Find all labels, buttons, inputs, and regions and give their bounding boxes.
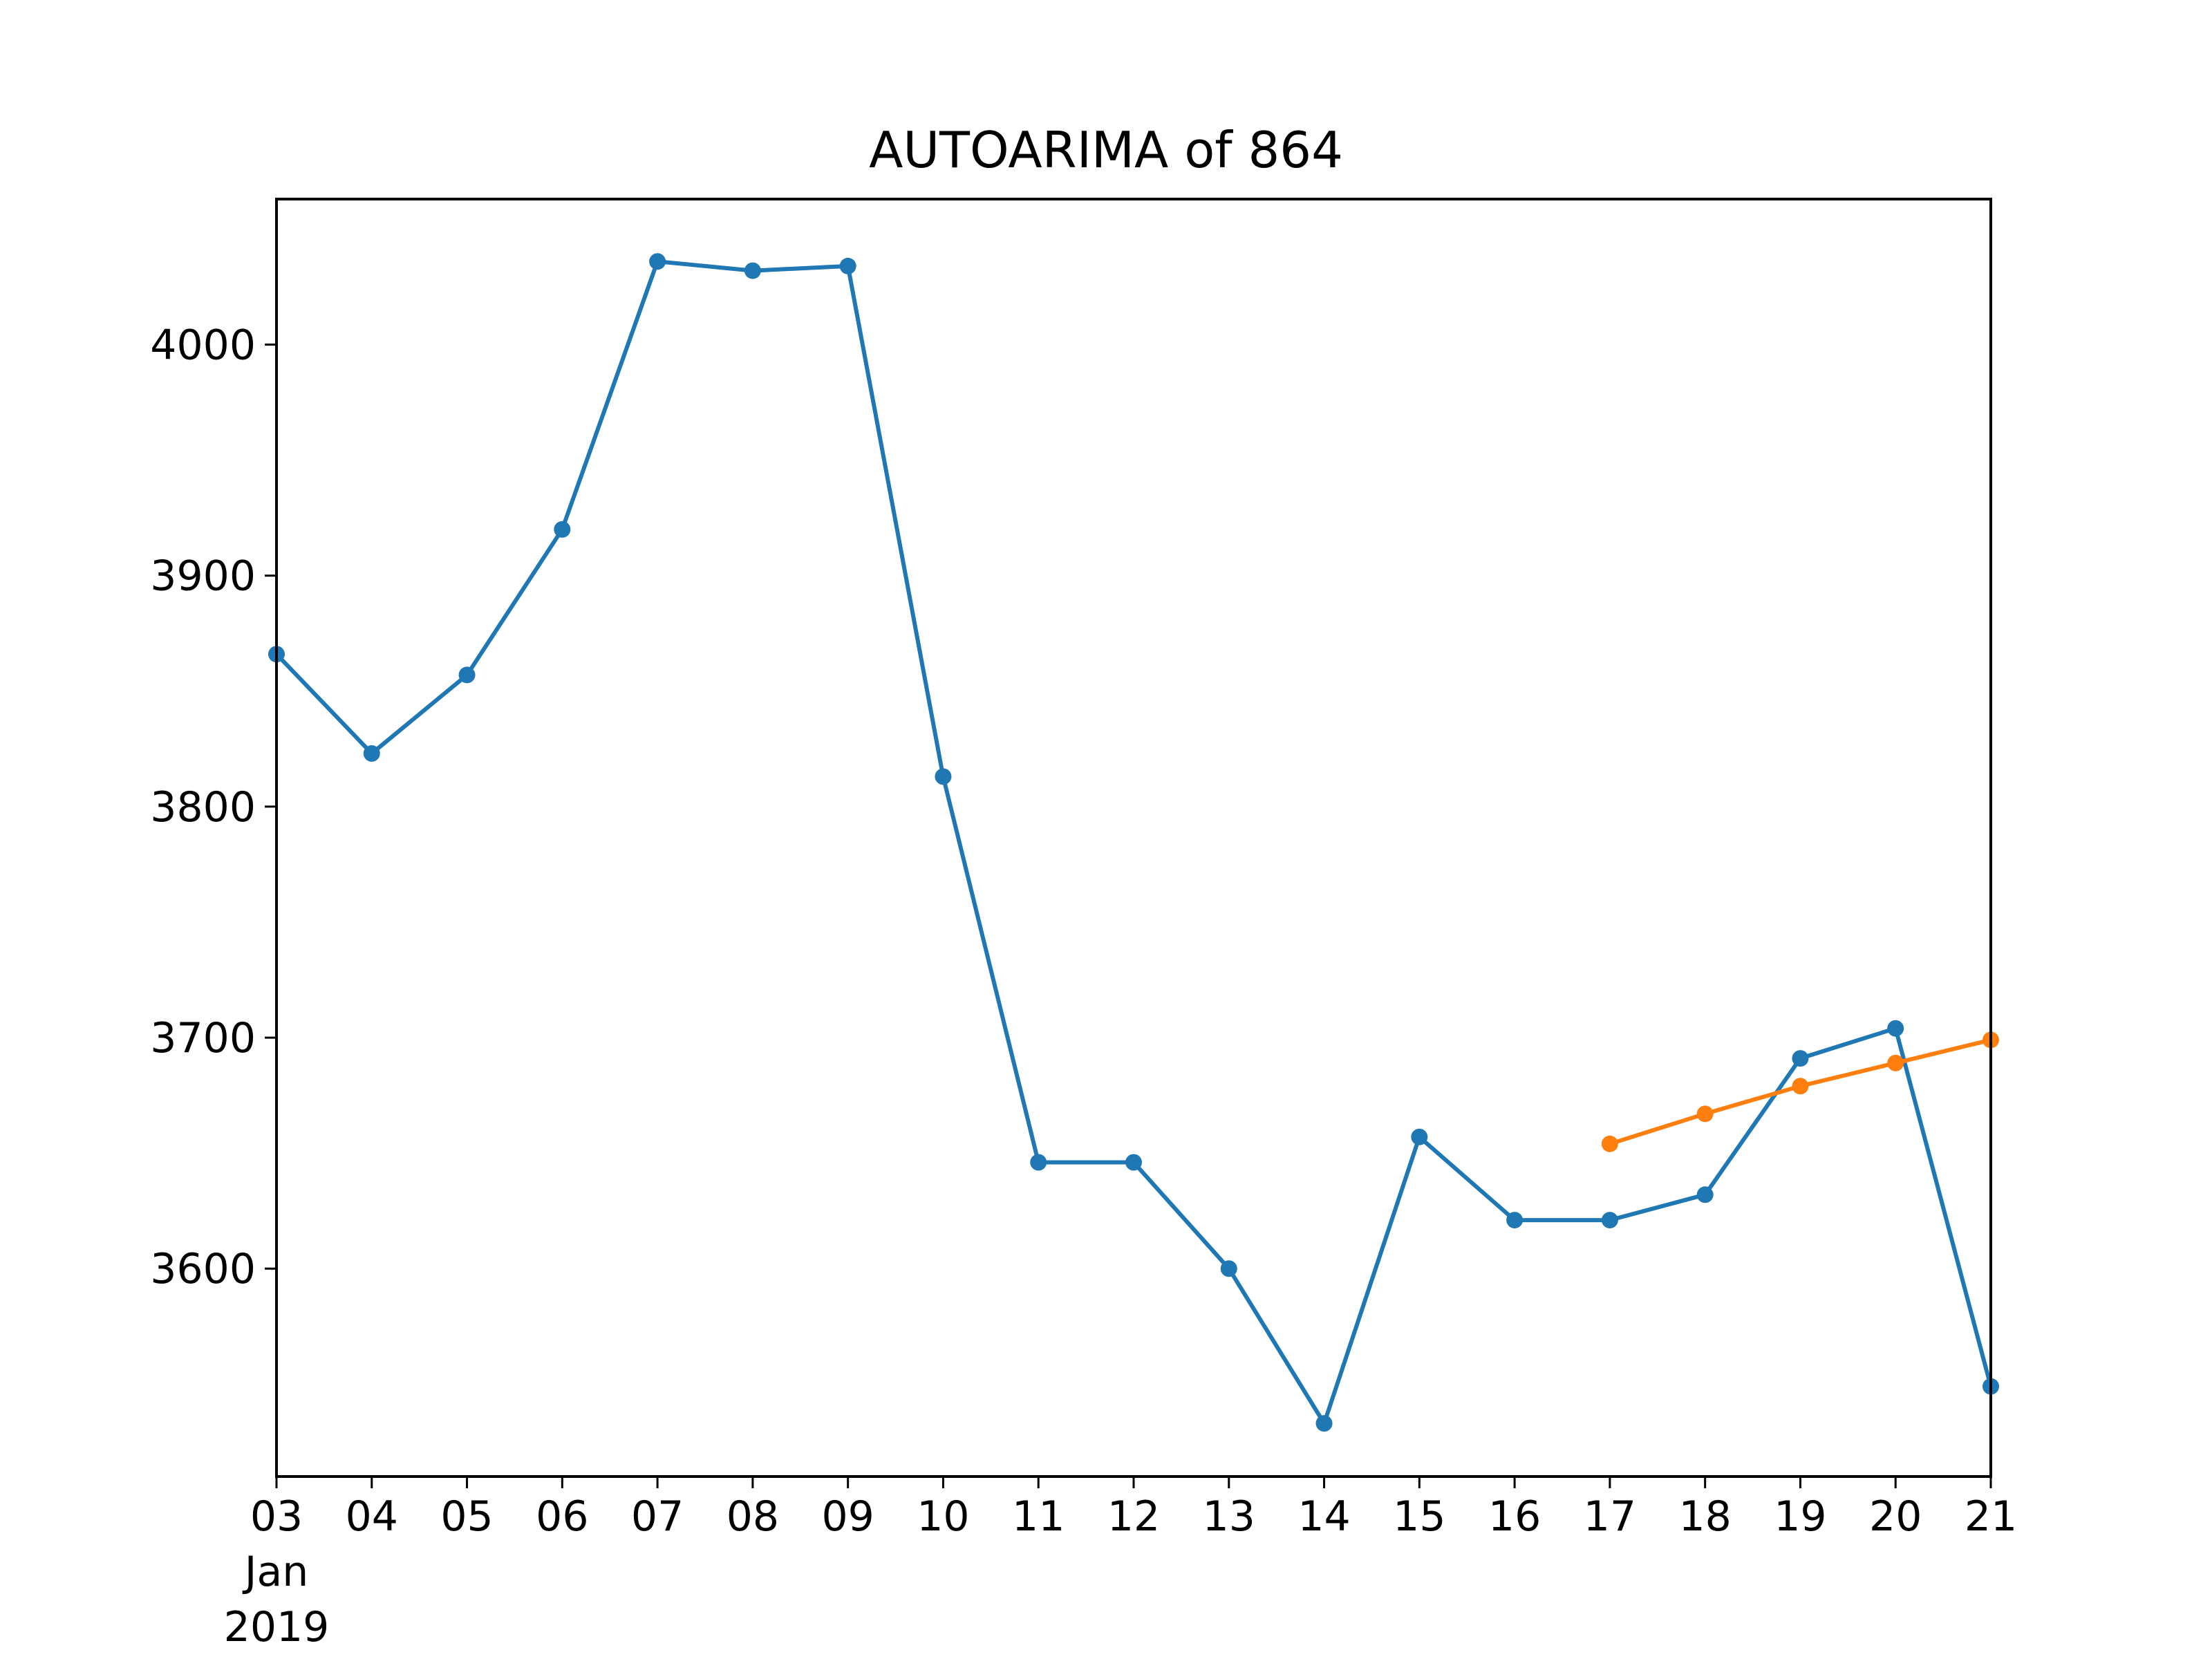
data-point xyxy=(744,262,761,279)
data-point xyxy=(1506,1212,1524,1229)
series-1 xyxy=(1601,1031,1999,1152)
x-tick-label: 16 xyxy=(1488,1492,1541,1541)
data-point xyxy=(1792,1050,1809,1067)
y-tick-label: 3900 xyxy=(150,552,256,601)
data-point xyxy=(458,666,476,684)
y-tick-label: 4000 xyxy=(150,321,256,370)
chart-title: AUTOARIMA of 864 xyxy=(869,121,1343,179)
x-axis: 03 04 05 06 07 08 09 10 11 12 13 14 15 16 17 18 19 20 21 Ja… xyxy=(224,1477,2017,1651)
x-tick-label: 13 xyxy=(1203,1492,1255,1541)
x-tick-label: 20 xyxy=(1869,1492,1922,1541)
x-tick-label: 07 xyxy=(631,1492,684,1541)
data-point xyxy=(1125,1154,1142,1171)
data-point xyxy=(1220,1260,1237,1277)
data-point xyxy=(935,768,952,785)
series-0 xyxy=(268,253,1999,1432)
x-tick-label: 06 xyxy=(536,1492,588,1541)
data-point xyxy=(363,745,380,762)
x-tick-label: 15 xyxy=(1393,1492,1445,1541)
data-point xyxy=(1030,1154,1047,1171)
plot-area xyxy=(268,253,1999,1432)
data-point xyxy=(649,253,666,270)
data-point xyxy=(839,257,856,274)
data-point xyxy=(1315,1415,1333,1432)
x-tick-label: 11 xyxy=(1012,1492,1065,1541)
axes-frame xyxy=(275,198,1992,1478)
data-point xyxy=(1411,1128,1428,1145)
x-tick-label: 08 xyxy=(727,1492,779,1541)
x-tick-label: 18 xyxy=(1678,1492,1731,1541)
data-point xyxy=(1601,1212,1618,1229)
y-tick-label: 3800 xyxy=(150,783,256,832)
x-tick-label: 12 xyxy=(1107,1492,1160,1541)
data-point xyxy=(1601,1135,1618,1152)
y-tick-label: 3700 xyxy=(150,1014,256,1062)
data-point xyxy=(1887,1054,1904,1071)
x-tick-label: 03 xyxy=(250,1492,303,1541)
x-tick-label: 19 xyxy=(1774,1492,1826,1541)
data-point xyxy=(554,521,571,538)
data-point xyxy=(1792,1078,1809,1095)
x-tick-label: 04 xyxy=(346,1492,398,1541)
x-tick-month-label: Jan xyxy=(242,1548,309,1596)
x-tick-label: 05 xyxy=(440,1492,493,1541)
data-point xyxy=(1696,1186,1714,1203)
data-point xyxy=(1887,1020,1904,1037)
x-tick-label: 21 xyxy=(1965,1492,2017,1541)
x-tick-year-label: 2019 xyxy=(224,1603,330,1651)
x-tick-label: 14 xyxy=(1297,1492,1350,1541)
x-tick-label: 10 xyxy=(917,1492,969,1541)
y-axis: 3600 3700 3800 3900 4000 xyxy=(150,321,276,1293)
y-tick-label: 3600 xyxy=(150,1245,256,1293)
data-point xyxy=(1696,1105,1714,1123)
x-tick-label: 09 xyxy=(821,1492,874,1541)
x-tick-label: 17 xyxy=(1584,1492,1636,1541)
